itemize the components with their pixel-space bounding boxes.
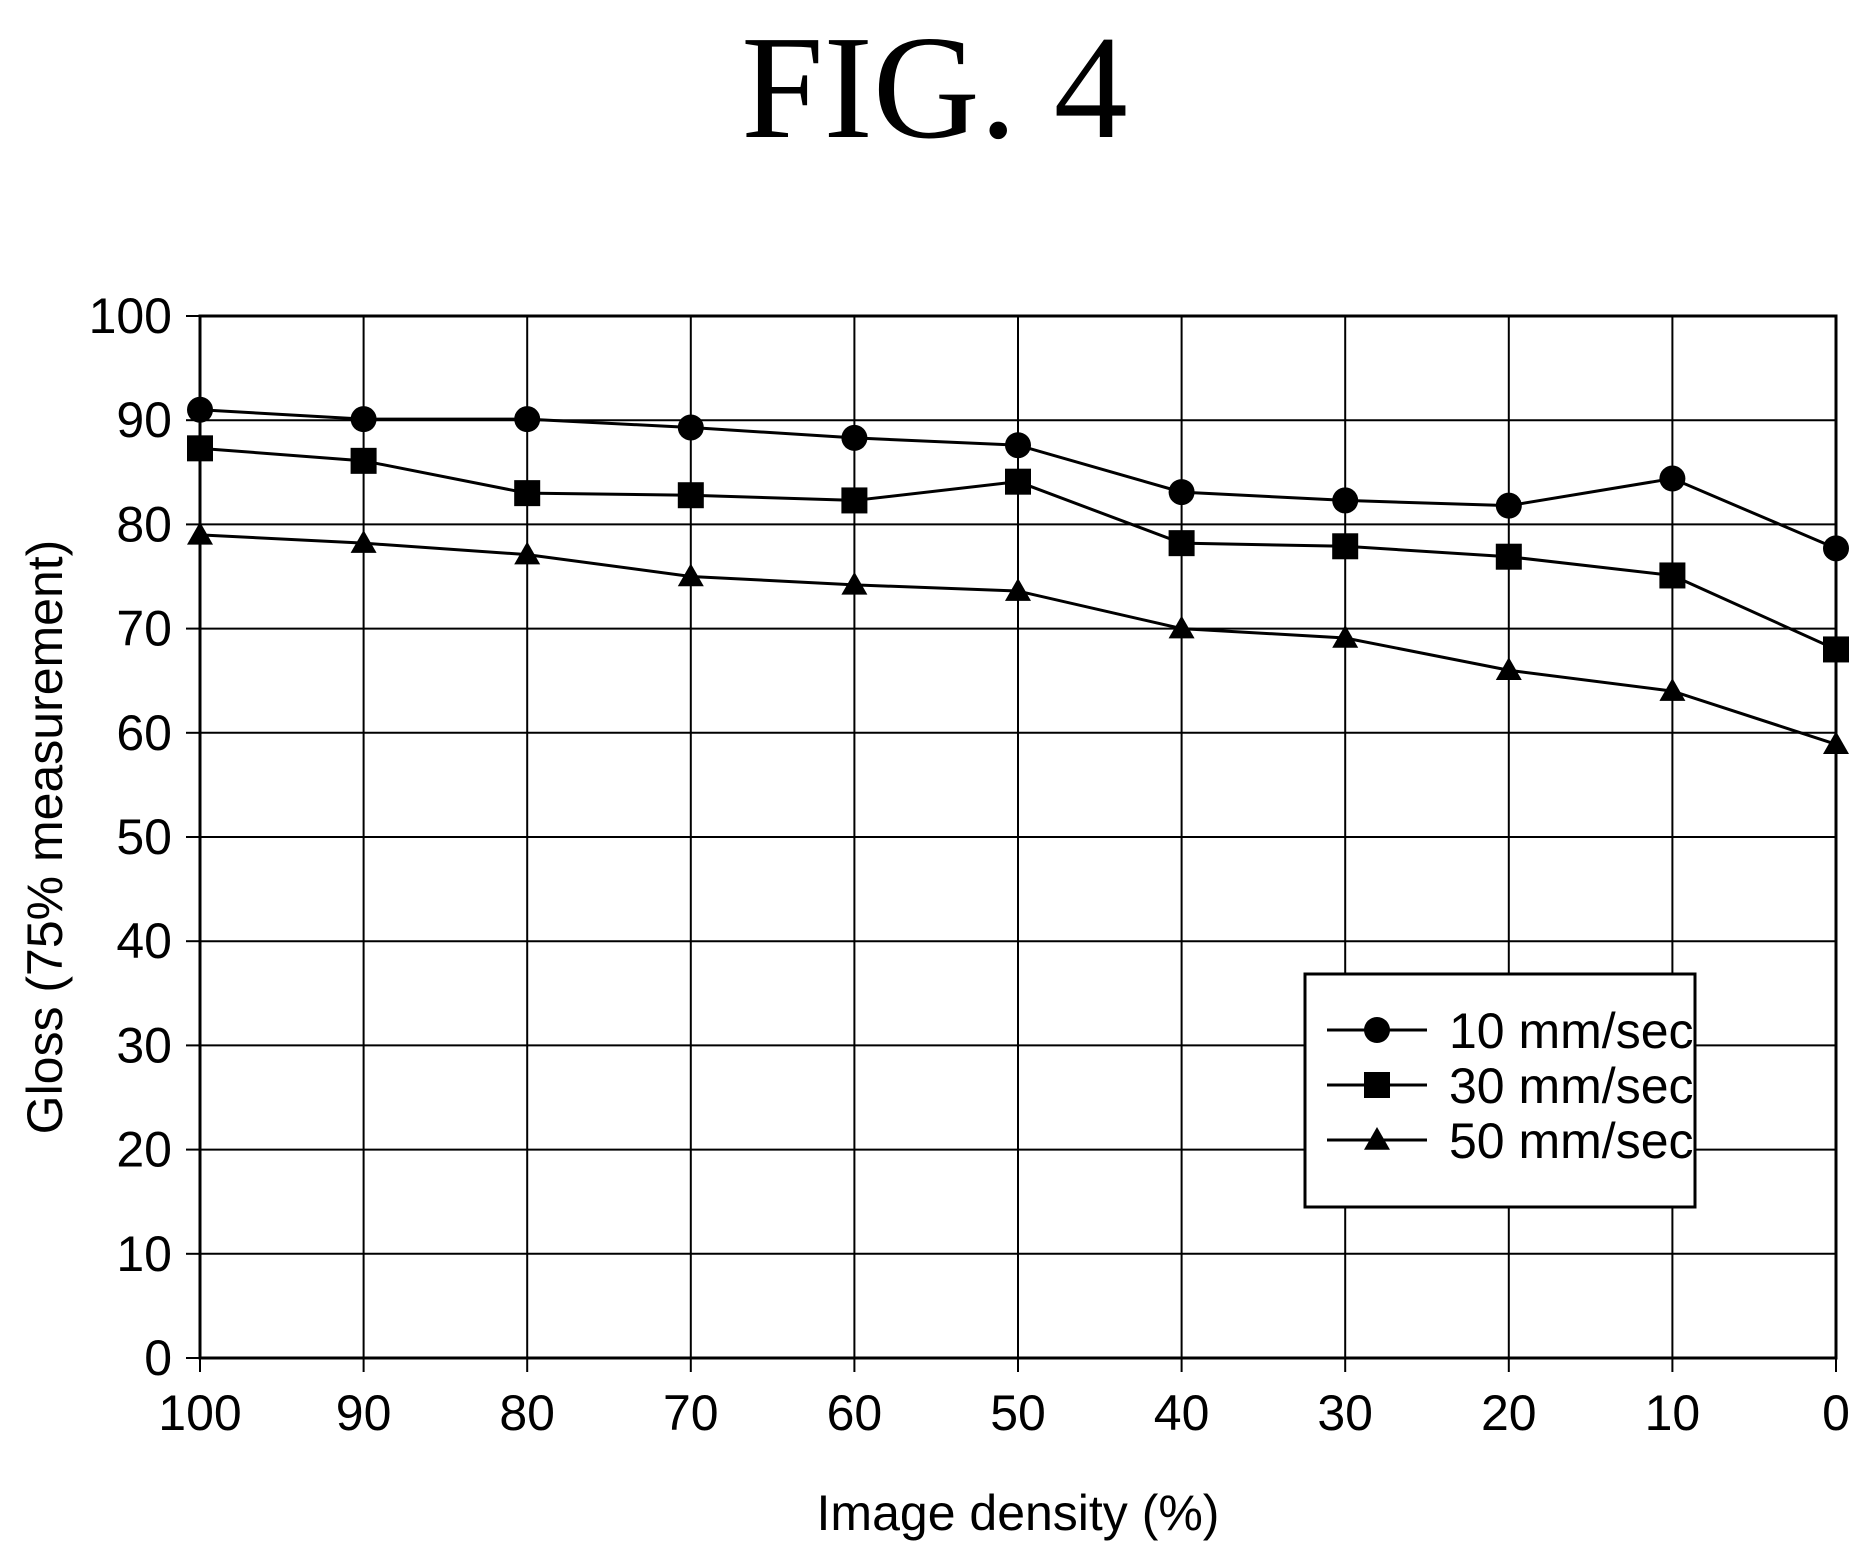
legend-marker — [1364, 1017, 1390, 1043]
series-layer — [187, 396, 1849, 755]
data-point — [841, 424, 868, 451]
x-tick-label: 40 — [1154, 1385, 1210, 1441]
data-point — [841, 487, 868, 514]
y-tick-label: 10 — [116, 1226, 172, 1282]
figure-label: FIG. 4 — [741, 6, 1128, 170]
x-tick-label: 0 — [1822, 1385, 1850, 1441]
x-tick-label: 70 — [663, 1385, 719, 1441]
data-point — [1823, 535, 1849, 562]
x-tick-label: 80 — [499, 1385, 555, 1441]
data-point — [1659, 562, 1686, 589]
x-tick-label: 60 — [827, 1385, 883, 1441]
data-point — [1005, 468, 1031, 495]
data-point — [514, 480, 541, 507]
legend-marker — [1364, 1072, 1390, 1098]
y-tick-label: 50 — [116, 809, 172, 865]
y-tick-label: 80 — [116, 496, 172, 552]
plot-frame — [198, 314, 1838, 1360]
series-1 — [187, 396, 1849, 562]
data-point — [1659, 678, 1686, 701]
data-point — [1823, 731, 1849, 755]
x-tick-label: 90 — [336, 1385, 392, 1441]
legend-label: 10 mm/sec — [1449, 1003, 1694, 1059]
data-point — [350, 530, 377, 553]
data-point — [350, 447, 377, 474]
data-point — [1332, 487, 1359, 514]
data-point — [1005, 432, 1031, 459]
legend-entry: 30 mm/sec — [1327, 1058, 1694, 1114]
data-point — [514, 541, 541, 565]
data-point — [1659, 465, 1686, 492]
data-point — [1495, 543, 1522, 570]
y-tick-label: 100 — [89, 288, 172, 344]
x-tick-label: 10 — [1645, 1385, 1701, 1441]
data-point — [187, 521, 213, 545]
legend-label: 30 mm/sec — [1449, 1058, 1694, 1114]
y-tick-label: 90 — [116, 392, 172, 448]
y-tick-label: 60 — [116, 705, 172, 761]
data-point — [1168, 479, 1195, 506]
axes — [186, 314, 1838, 1372]
series-2 — [187, 435, 1849, 663]
data-point — [677, 414, 704, 441]
y-tick-label: 20 — [116, 1122, 172, 1178]
data-point — [514, 406, 541, 433]
data-point — [841, 571, 868, 595]
legend-label: 50 mm/sec — [1449, 1113, 1694, 1169]
data-point — [1332, 624, 1359, 648]
data-point — [1823, 636, 1849, 663]
x-tick-label: 50 — [990, 1385, 1046, 1441]
x-axis-title: Image density (%) — [817, 1485, 1220, 1541]
data-point — [1495, 657, 1522, 681]
data-point — [350, 406, 377, 433]
y-tick-label: 30 — [116, 1017, 172, 1073]
data-point — [187, 435, 213, 462]
data-point — [1495, 492, 1522, 519]
data-point — [677, 482, 704, 509]
y-axis-title: Gloss (75% measurement) — [17, 540, 73, 1135]
data-point — [1005, 578, 1031, 601]
data-point — [187, 396, 213, 423]
data-point — [1332, 533, 1359, 560]
legend-marker — [1364, 1127, 1390, 1150]
legend-entry: 50 mm/sec — [1327, 1113, 1694, 1169]
data-point — [1168, 530, 1195, 557]
x-tick-label: 100 — [158, 1385, 241, 1441]
y-tick-label: 0 — [144, 1330, 172, 1386]
data-point — [1168, 615, 1195, 639]
x-tick-label: 30 — [1317, 1385, 1373, 1441]
data-point — [677, 563, 704, 587]
legend-entry: 10 mm/sec — [1327, 1003, 1694, 1059]
series-3 — [187, 521, 1849, 755]
x-tick-label: 20 — [1481, 1385, 1537, 1441]
y-tick-label: 70 — [116, 601, 172, 657]
y-tick-label: 40 — [116, 913, 172, 969]
